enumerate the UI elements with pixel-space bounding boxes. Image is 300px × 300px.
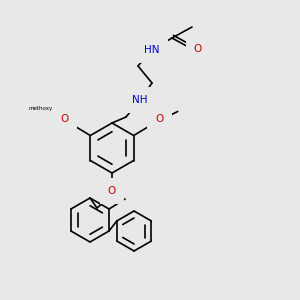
Text: O: O — [155, 115, 164, 124]
Text: O: O — [60, 115, 68, 124]
Text: NH: NH — [132, 95, 148, 105]
Text: HN: HN — [144, 45, 160, 55]
Text: O: O — [108, 186, 116, 196]
Text: O: O — [194, 44, 202, 54]
Text: methoxy: methoxy — [28, 106, 52, 111]
